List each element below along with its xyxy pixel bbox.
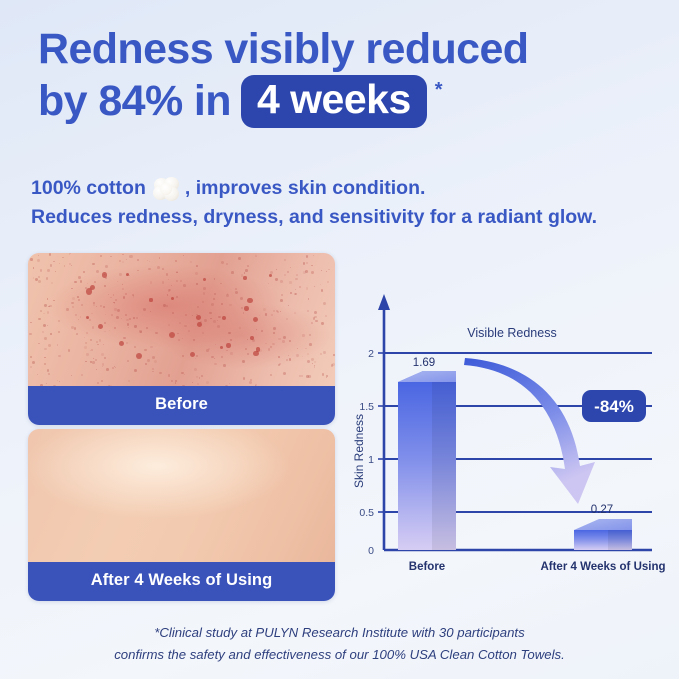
redness-speckles xyxy=(28,253,335,386)
reduction-badge-label: -84% xyxy=(594,397,634,416)
headline-prefix: by 84% in xyxy=(38,76,232,125)
headline-block: Redness visibly reduced by 84% in 4 week… xyxy=(38,24,658,128)
ytick-label-1: 1 xyxy=(368,454,374,466)
chart-y-axis xyxy=(378,294,390,550)
footnote-block: *Clinical study at PULYN Research Instit… xyxy=(0,622,679,666)
bar-after xyxy=(574,519,632,550)
before-skin-image xyxy=(28,253,335,386)
after-photo-card: After 4 Weeks of Using xyxy=(28,429,335,601)
chart-svg: 2 1.5 1 0.5 0 Skin Redness Visible Redne… xyxy=(352,294,666,573)
chart-y-ticks xyxy=(378,352,384,513)
ytick-label-0-5: 0.5 xyxy=(359,507,374,519)
after-skin-image xyxy=(28,429,335,562)
headline-line-2: by 84% in 4 weeks * xyxy=(38,74,658,128)
footnote-line-1: *Clinical study at PULYN Research Instit… xyxy=(154,625,525,640)
subtitle-text-after-icon: , improves skin condition. xyxy=(184,177,426,199)
subtitle-line-1: 100% cotton , improves skin condition. xyxy=(31,174,661,203)
after-photo-label: After 4 Weeks of Using xyxy=(28,562,335,601)
subtitle-text-before-icon: 100% cotton xyxy=(31,177,146,199)
subtitle-line-2: Reduces redness, dryness, and sensitivit… xyxy=(31,206,598,229)
chart-y-axis-title: Skin Redness xyxy=(352,414,366,488)
cotton-boll-icon xyxy=(152,176,182,202)
chart-title: Visible Redness xyxy=(467,326,556,340)
subtitle-block: 100% cotton , improves skin condition. R… xyxy=(31,174,661,233)
skin-redness-bar-chart: 2 1.5 1 0.5 0 Skin Redness Visible Redne… xyxy=(352,286,666,582)
weeks-badge: 4 weeks xyxy=(240,74,427,128)
before-photo-label: Before xyxy=(28,386,335,425)
bar-value-after: 0.27 xyxy=(591,504,613,516)
ytick-label-1-5: 1.5 xyxy=(359,401,374,413)
ytick-label-0: 0 xyxy=(368,545,374,557)
decline-arrow-icon xyxy=(464,358,595,504)
before-photo-card: Before xyxy=(28,253,335,425)
footnote-line-2: confirms the safety and effectiveness of… xyxy=(114,646,565,662)
headline-line-1: Redness visibly reduced xyxy=(38,25,529,73)
category-label-after: After 4 Weeks of Using xyxy=(540,561,665,573)
category-label-before: Before xyxy=(409,561,445,573)
reduction-badge: -84% xyxy=(582,390,646,422)
ytick-label-2: 2 xyxy=(368,348,374,360)
bar-before xyxy=(398,371,456,550)
headline-asterisk: * xyxy=(434,78,443,101)
bar-value-before: 1.69 xyxy=(413,357,435,369)
